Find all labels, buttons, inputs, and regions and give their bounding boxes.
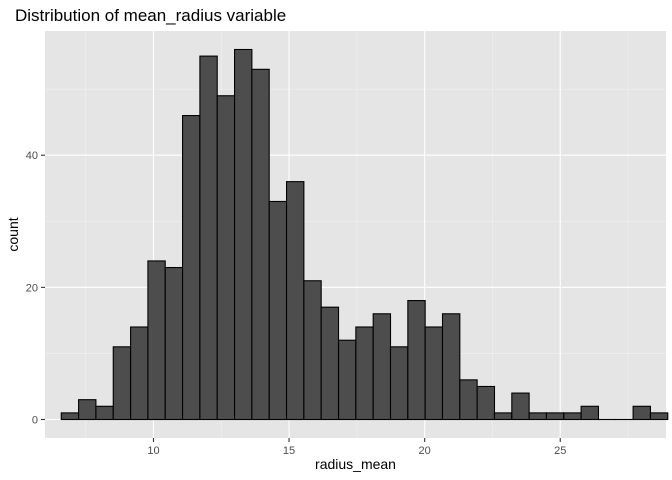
histogram-bar — [112, 346, 132, 421]
histogram-bar — [407, 300, 426, 421]
x-tick-label: 15 — [283, 445, 295, 457]
y-tick-label: 40 — [26, 150, 38, 162]
histogram-bar — [320, 306, 340, 421]
histogram-bar — [337, 339, 357, 421]
histogram-bar — [441, 313, 461, 421]
histogram-bar — [563, 412, 582, 421]
histogram-bar — [303, 280, 322, 421]
histogram-bar — [60, 412, 80, 421]
y-tick-label: 0 — [32, 415, 38, 427]
histogram-bar — [476, 385, 496, 421]
histogram-bar — [268, 200, 288, 421]
x-axis-title: radius_mean — [315, 456, 396, 472]
histogram-bar — [511, 392, 530, 421]
histogram-bar — [147, 260, 166, 421]
x-tick-label: 25 — [554, 445, 566, 457]
x-tick-label: 20 — [419, 445, 431, 457]
histogram-bar — [459, 379, 478, 421]
histogram-bar — [528, 412, 548, 421]
histogram-bar — [493, 412, 513, 421]
histogram-bar — [649, 412, 669, 421]
y-axis-ticks: 0 20 40 — [26, 150, 45, 427]
histogram-bar — [424, 326, 444, 421]
histogram-bar — [95, 405, 114, 421]
histogram-bar — [285, 181, 305, 421]
histogram-bar — [372, 313, 392, 421]
bars — [60, 48, 669, 421]
histogram-bar — [216, 95, 236, 421]
histogram-bar — [355, 326, 374, 421]
x-tick-label: 10 — [147, 445, 159, 457]
chart-title: Distribution of mean_radius variable — [15, 6, 286, 25]
histogram-bar — [632, 405, 651, 421]
histogram-bar — [130, 326, 149, 421]
y-axis-title: count — [5, 217, 21, 251]
histogram-bar — [545, 412, 565, 421]
x-axis-ticks: 10 15 20 25 — [147, 438, 566, 457]
y-tick-label: 20 — [26, 282, 38, 294]
histogram-bar — [199, 55, 218, 421]
histogram-bar — [389, 346, 409, 421]
histogram-bar — [234, 48, 253, 421]
histogram-bar — [251, 68, 270, 421]
histogram-bar — [164, 266, 184, 421]
histogram-bar — [580, 405, 599, 421]
histogram-bar — [182, 115, 201, 421]
histogram-bar — [78, 399, 97, 421]
